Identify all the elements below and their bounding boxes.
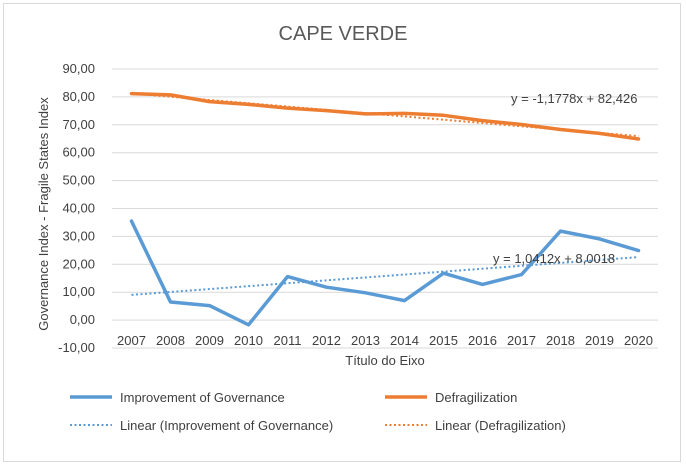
- x-tick-label: 2018: [546, 333, 575, 348]
- y-tick-label: 10,00: [62, 284, 95, 299]
- trendline-equation-defragilization: y = -1,1778x + 82,426: [511, 91, 637, 106]
- trendline-equation-governance: y = 1,0412x + 8,0018: [493, 251, 615, 266]
- y-tick-label: 40,00: [62, 201, 95, 216]
- x-tick-label: 2020: [624, 333, 653, 348]
- y-tick-label: 80,00: [62, 89, 95, 104]
- legend-item-linear-defragilization: Linear (Defragilization): [385, 418, 566, 433]
- legend-item-linear-governance: Linear (Improvement of Governance): [70, 418, 333, 433]
- y-axis-title: Governance Index - Fragile States Index: [36, 97, 51, 331]
- y-tick-label: 20,00: [62, 256, 95, 271]
- y-tick-label: 0,00: [70, 312, 95, 327]
- chart-title: CAPE VERDE: [279, 23, 408, 45]
- y-tick-label: 60,00: [62, 145, 95, 160]
- y-axis-ticks: -10,00 0,00 10,00 20,00 30,00 40,00 50,00 60,00…: [58, 61, 95, 355]
- x-tick-label: 2016: [468, 333, 497, 348]
- x-tick-label: 2010: [234, 333, 263, 348]
- x-tick-label: 2007: [117, 333, 146, 348]
- legend-label: Linear (Improvement of Governance): [120, 418, 333, 433]
- y-tick-label: 30,00: [62, 228, 95, 243]
- x-axis-title: Título do Eixo: [345, 353, 425, 368]
- legend-item-governance: Improvement of Governance: [70, 390, 285, 405]
- x-tick-label: 2009: [195, 333, 224, 348]
- x-tick-label: 2011: [274, 333, 302, 348]
- series-line-defragilization: [129, 91, 641, 141]
- y-tick-label: 70,00: [62, 117, 95, 132]
- legend-item-defragilization: Defragilization: [385, 390, 517, 405]
- series-line-governance: [129, 219, 641, 327]
- y-tick-label: 50,00: [62, 173, 95, 188]
- x-tick-label: 2012: [312, 333, 341, 348]
- legend-label: Improvement of Governance: [120, 390, 285, 405]
- series-lines: [129, 91, 641, 327]
- legend: Improvement of Governance Defragilization…: [70, 390, 566, 433]
- y-tick-label: 90,00: [62, 61, 95, 76]
- legend-label: Defragilization: [435, 390, 517, 405]
- x-tick-label: 2008: [156, 333, 185, 348]
- x-tick-label: 2017: [507, 333, 536, 348]
- trendline-governance: [131, 256, 639, 296]
- y-tick-label: -10,00: [58, 340, 95, 355]
- gridlines: [112, 68, 658, 349]
- x-tick-label: 2019: [585, 333, 614, 348]
- x-tick-label: 2015: [429, 333, 458, 348]
- x-tick-label: 2014: [390, 333, 419, 348]
- x-tick-label: 2013: [351, 333, 380, 348]
- legend-label: Linear (Defragilization): [435, 418, 566, 433]
- x-axis-ticks: 2007 2008 2009 2010 2011 2012 2013 2014 2015 2016…: [117, 333, 653, 348]
